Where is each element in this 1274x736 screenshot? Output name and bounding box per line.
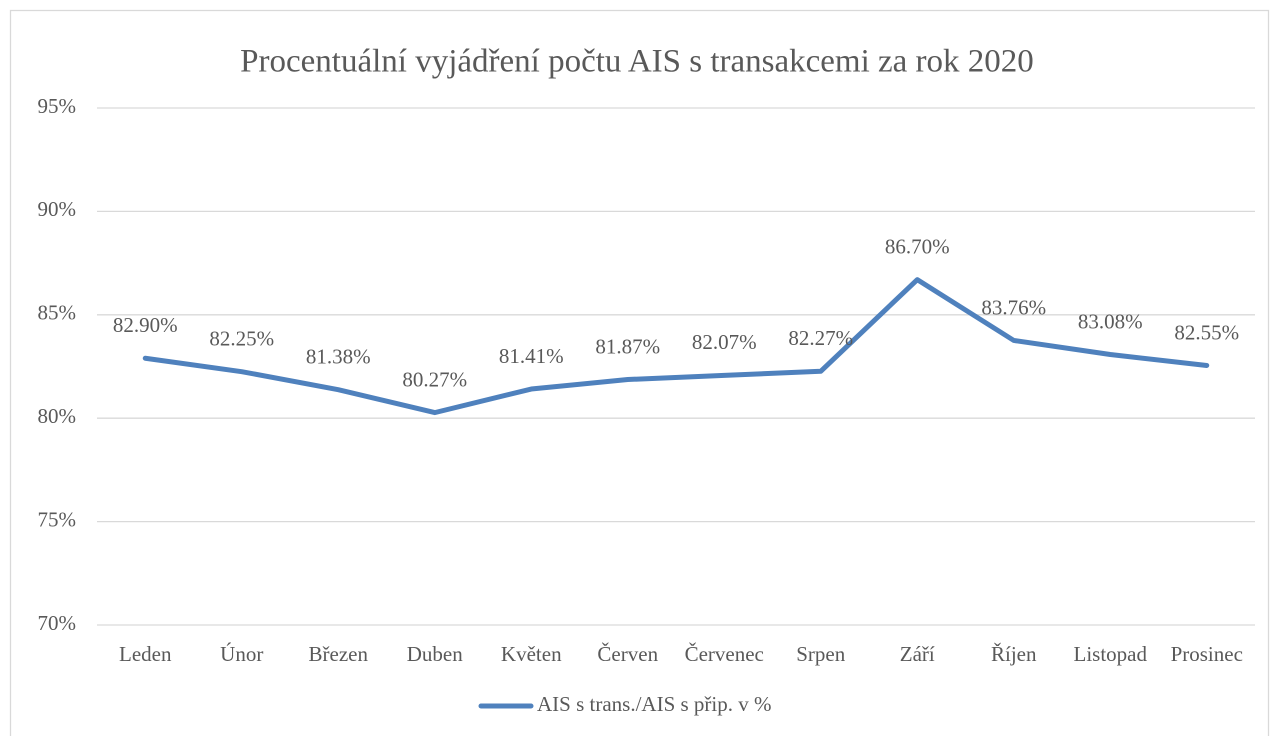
data-label: 82.07% (692, 330, 757, 354)
x-tick-label: Únor (220, 642, 263, 666)
x-tick-label: Březen (309, 642, 369, 666)
x-tick-label: Prosinec (1171, 642, 1243, 666)
x-tick-label: Červenec (685, 642, 764, 666)
x-tick-label: Duben (407, 642, 463, 666)
data-label: 82.25% (209, 326, 274, 350)
y-tick-label: 90% (38, 197, 77, 221)
data-label: 81.41% (499, 344, 564, 368)
x-tick-label: Leden (119, 642, 172, 666)
y-tick-label: 85% (38, 301, 77, 325)
x-tick-label: Září (900, 642, 935, 666)
y-tick-label: 95% (38, 94, 77, 118)
y-tick-label: 75% (38, 507, 77, 531)
x-tick-label: Listopad (1074, 642, 1148, 666)
data-label: 82.90% (113, 313, 178, 337)
data-label: 83.08% (1078, 309, 1143, 333)
data-label: 81.87% (595, 334, 660, 358)
x-tick-label: Červen (597, 642, 658, 666)
data-label: 82.27% (788, 326, 853, 350)
chart-title: Procentuální vyjádření počtu AIS s trans… (240, 44, 1034, 80)
line (142, 277, 1210, 416)
data-label: 82.55% (1174, 320, 1239, 344)
chart-border (9, 9, 1270, 736)
x-tick-label: Květen (501, 642, 562, 666)
data-label: 80.27% (402, 367, 467, 391)
data-label: 86.70% (885, 234, 950, 258)
data-label: 81.38% (306, 344, 371, 368)
data-label: 83.76% (981, 295, 1046, 319)
y-tick-label: 70% (38, 611, 77, 635)
x-tick-label: Srpen (796, 642, 845, 666)
y-tick-label: 80% (38, 404, 77, 428)
legend-label: AIS s trans./AIS s přip. v % (537, 692, 772, 716)
x-tick-label: Říjen (991, 642, 1037, 666)
